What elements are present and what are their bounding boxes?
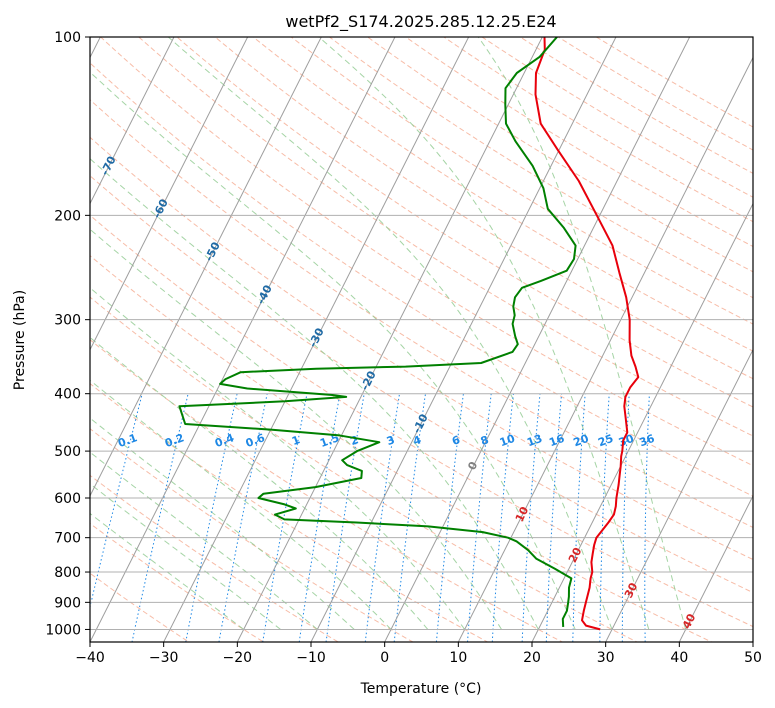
- moist-adiabat: [90, 512, 244, 630]
- mixing-ratio-label: 25: [596, 432, 615, 449]
- dry-adiabat: [90, 474, 340, 642]
- isotherm: [310, 37, 617, 642]
- mixing-ratio-line: [621, 393, 630, 642]
- moist-adiabat: [477, 37, 687, 630]
- mixing-ratio-line: [131, 393, 189, 642]
- y-tick-label: 400: [54, 387, 81, 403]
- mixing-ratio-label: 0.2: [163, 431, 186, 450]
- isotherm-label: 40: [680, 611, 699, 631]
- mixing-ratio-line: [599, 393, 610, 642]
- isotherm: [90, 37, 396, 642]
- dry-adiabat: [90, 339, 564, 642]
- x-tick-label: −20: [223, 650, 253, 666]
- dry-adiabat: [252, 37, 753, 352]
- dry-adiabat: [214, 37, 753, 380]
- isotherm-label: 30: [622, 580, 641, 600]
- y-tick-label: 900: [54, 595, 81, 611]
- moist-adiabat: [90, 417, 355, 630]
- x-axis-label: Temperature (°C): [360, 681, 482, 697]
- isotherm-label: 20: [566, 545, 585, 565]
- chart-title: wetPf2_S174.2025.285.12.25.E24: [285, 12, 556, 32]
- axes: −40 −30 −20 −10 0 10 20 30 40 5010020030040050060…: [45, 30, 762, 666]
- mixing-ratio-label: 30: [617, 432, 636, 450]
- moist-adiabat: [90, 158, 539, 630]
- isotherm: [678, 494, 753, 642]
- plot-frame: [89, 36, 754, 643]
- x-tick-label: −10: [296, 650, 326, 666]
- moist-adiabat: [318, 37, 650, 630]
- mixing-ratio-label: 3: [385, 433, 397, 448]
- mixing-ratio-label: 36: [638, 432, 657, 450]
- background-lines: [90, 37, 753, 642]
- profiles: [178, 37, 640, 631]
- mixing-ratio-label: 6: [450, 433, 462, 448]
- mixing-ratio-label: 20: [572, 432, 591, 450]
- moist-adiabat: [90, 228, 502, 630]
- dry-adiabat: [90, 175, 753, 594]
- dewpoint-profile: [178, 37, 577, 627]
- y-tick-label: 1000: [45, 622, 81, 638]
- y-tick-label: 700: [54, 531, 81, 547]
- isotherm: [90, 37, 322, 497]
- isotherm: [384, 37, 691, 642]
- mixing-ratio-line: [572, 393, 586, 642]
- dry-adiabat: [90, 255, 713, 642]
- y-tick-label: 300: [54, 313, 81, 329]
- mixing-ratio-line: [644, 393, 650, 642]
- dry-adiabat: [90, 62, 753, 497]
- x-tick-label: −30: [149, 650, 179, 666]
- mixing-ratio-label: 0.6: [244, 431, 267, 450]
- isotherm-label: 10: [513, 504, 532, 524]
- dry-adiabat: [90, 99, 753, 528]
- mixing-ratio-line: [218, 393, 268, 642]
- dry-adiabat: [90, 296, 639, 642]
- y-tick-label: 800: [54, 565, 81, 581]
- plot-area: [90, 37, 753, 642]
- mixing-ratio-label: 10: [498, 432, 517, 450]
- isotherm: [236, 37, 543, 642]
- isotherm: [457, 56, 753, 642]
- mixing-ratio-line: [545, 393, 563, 642]
- moist-adiabat: [167, 37, 613, 630]
- isotherm: [163, 37, 470, 642]
- y-tick-label: 100: [54, 30, 81, 46]
- mixing-ratio-label: 4: [411, 433, 423, 448]
- mixing-ratio-label: 1: [290, 433, 302, 448]
- x-tick-label: 30: [597, 650, 615, 666]
- isotherm: [90, 37, 249, 351]
- moist-adiabat: [90, 483, 281, 630]
- temperature-profile: [534, 37, 640, 631]
- y-tick-label: 600: [54, 491, 81, 507]
- dry-adiabat: [176, 37, 753, 408]
- dry-adiabat: [366, 37, 753, 273]
- y-tick-label: 200: [54, 208, 81, 224]
- x-tick-label: −40: [75, 650, 105, 666]
- dry-adiabat: [328, 37, 753, 299]
- isotherm: [531, 202, 753, 642]
- y-axis-label: Pressure (hPa): [12, 290, 28, 390]
- mixing-ratio-line: [185, 393, 238, 642]
- mixing-ratio-line: [521, 393, 541, 642]
- mixing-ratio-label: 8: [479, 433, 491, 448]
- mixing-ratio-label: 13: [525, 432, 544, 449]
- x-tick-label: 20: [523, 650, 541, 666]
- x-tick-label: 10: [449, 650, 467, 666]
- x-tick-label: 50: [744, 650, 762, 666]
- moist-adiabat: [90, 71, 576, 630]
- mixing-ratio-label: 2: [349, 433, 361, 448]
- mixing-ratio-label: 16: [547, 432, 566, 450]
- isotherm: [90, 37, 175, 205]
- mixing-ratio-label: 0.1: [116, 431, 139, 450]
- mixing-ratio-label: 0.4: [213, 431, 236, 450]
- y-tick-label: 500: [54, 444, 81, 460]
- x-tick-label: 0: [380, 650, 389, 666]
- isotherm: [605, 348, 753, 642]
- mixing-ratio-line: [262, 393, 308, 642]
- x-tick-label: 40: [670, 650, 688, 666]
- dry-adiabat: [90, 382, 489, 642]
- dry-adiabat: [90, 214, 753, 628]
